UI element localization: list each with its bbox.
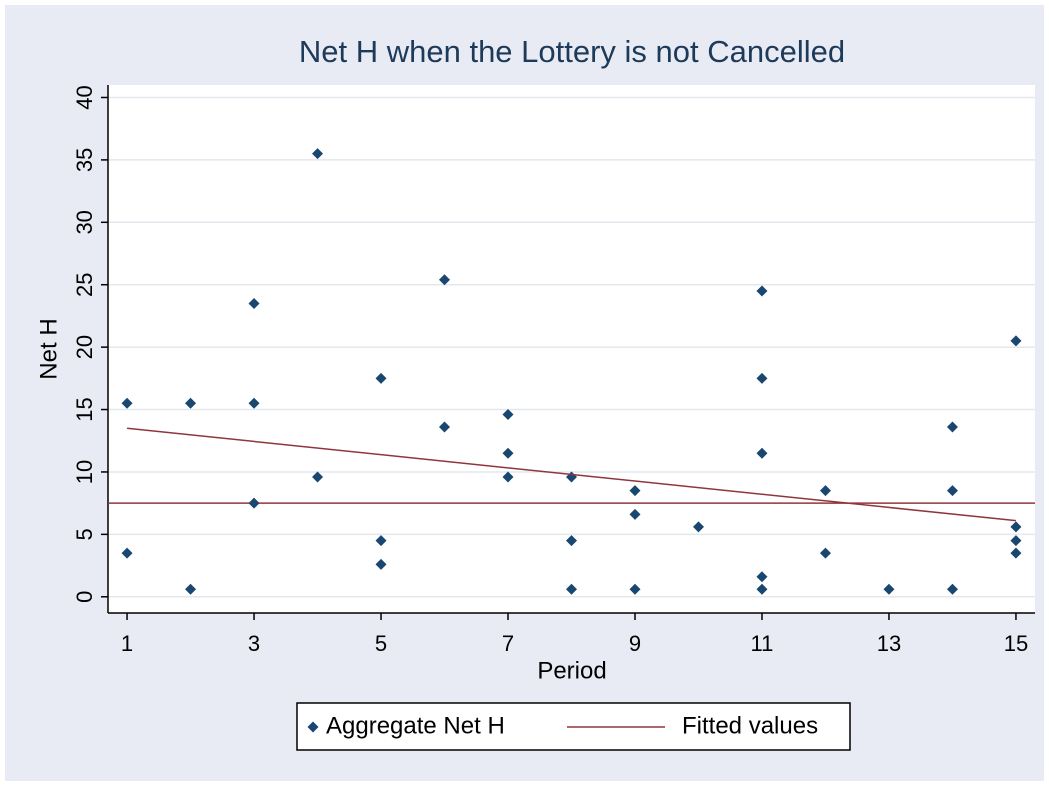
scatter-point [756, 372, 768, 384]
x-tick-label: 7 [502, 631, 514, 656]
scatter-point [439, 274, 451, 286]
scatter-point [375, 558, 387, 570]
x-tick-label: 15 [1004, 631, 1028, 656]
y-tick-label: 10 [72, 460, 97, 484]
scatter-point [946, 485, 958, 497]
scatter-point [1010, 535, 1022, 547]
y-tick-label: 30 [72, 210, 97, 234]
y-tick-label: 15 [72, 397, 97, 421]
scatter-point [312, 471, 324, 483]
legend-marker [307, 721, 319, 733]
x-tick-label: 11 [751, 631, 774, 656]
scatter-point [819, 485, 831, 497]
scatter-point [121, 547, 133, 559]
y-tick-label: 40 [72, 85, 97, 109]
y-tick-label: 5 [72, 528, 97, 540]
fitted-line [126, 427, 1017, 522]
x-tick-label: 9 [629, 631, 641, 656]
scatter-point [756, 583, 768, 595]
scatter-point [248, 297, 260, 309]
scatter-point [502, 409, 514, 421]
y-tick-label: 25 [72, 272, 97, 296]
scatter-point [1010, 335, 1022, 347]
legend [296, 702, 851, 751]
legend-label: Aggregate Net H [326, 712, 505, 739]
x-tick-label: 3 [248, 631, 260, 656]
scatter-point [756, 285, 768, 297]
y-tick-label: 35 [72, 148, 97, 172]
scatter-point [121, 397, 133, 409]
scatter-point [629, 583, 641, 595]
scatter-point [502, 447, 514, 459]
scatter-point [502, 471, 514, 483]
scatter-point [185, 397, 197, 409]
scatter-point [756, 447, 768, 459]
scatter-point [375, 372, 387, 384]
scatter-point [375, 535, 387, 547]
scatter-point [819, 547, 831, 559]
scatter-point [629, 508, 641, 520]
scatter-point [312, 148, 324, 160]
y-tick-label: 0 [72, 591, 97, 603]
scatter-point [629, 485, 641, 497]
scatter-point [439, 421, 451, 433]
scatter-point [692, 521, 704, 533]
scatter-point [566, 535, 577, 547]
scatter-point [946, 421, 958, 433]
chart-title: Net H when the Lottery is not Cancelled [299, 34, 845, 69]
x-tick-label: 1 [121, 631, 133, 656]
x-axis-label: Period [537, 657, 606, 684]
scatter-point [248, 497, 260, 509]
plot-area [108, 85, 1035, 613]
legend-label: Fitted values [682, 712, 818, 739]
scatter-point [946, 583, 958, 595]
x-tick-label: 5 [375, 631, 387, 656]
y-tick-label: 20 [72, 335, 97, 359]
scatter-point [248, 397, 260, 409]
scatter-point [1010, 521, 1022, 533]
scatter-point [756, 571, 768, 583]
scatter-point [883, 583, 895, 595]
scatter-point [566, 583, 577, 595]
y-axis-label: Net H [35, 318, 62, 379]
scatter-point [185, 583, 197, 595]
x-tick-label: 13 [877, 631, 901, 656]
scatter-point [1010, 547, 1022, 559]
